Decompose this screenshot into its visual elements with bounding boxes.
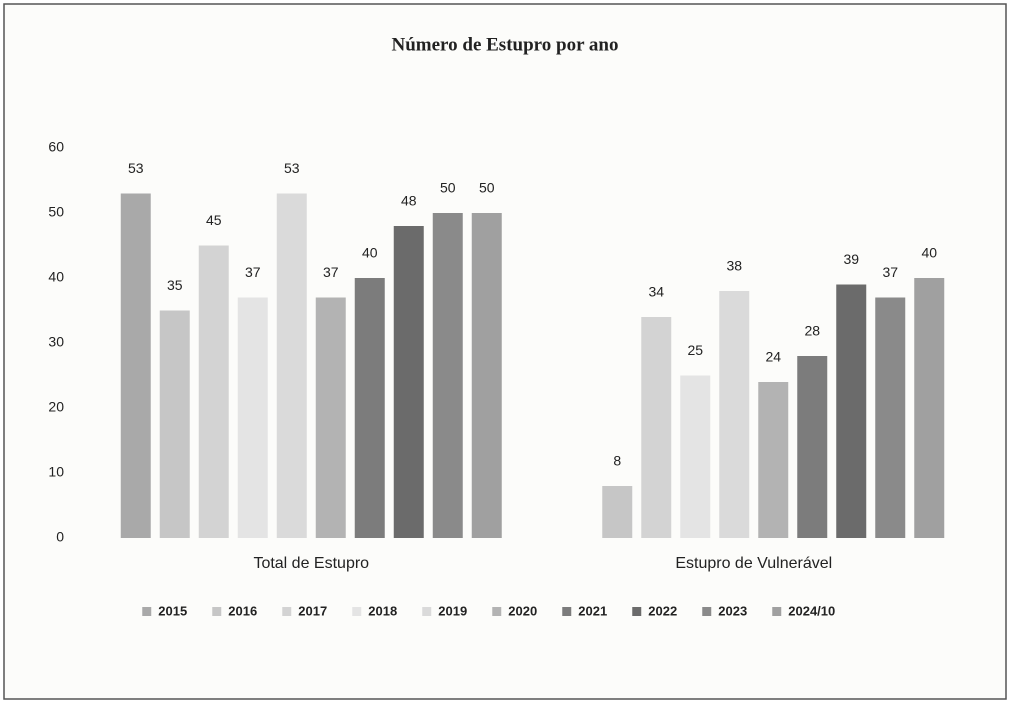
legend-swatch <box>352 607 362 616</box>
y-tick-label: 40 <box>48 269 64 285</box>
bar <box>315 297 346 538</box>
bar <box>602 486 633 538</box>
bar <box>120 193 151 538</box>
bar <box>719 291 750 538</box>
bar <box>198 245 229 538</box>
data-label: 45 <box>206 212 222 228</box>
data-label: 53 <box>128 160 144 176</box>
legend-label: 2018 <box>368 603 397 618</box>
bar <box>237 297 268 538</box>
bar <box>641 317 672 538</box>
data-label: 39 <box>843 251 859 267</box>
legend-swatch <box>282 607 292 616</box>
data-label: 50 <box>479 180 495 196</box>
data-label: 8 <box>613 453 621 469</box>
data-label: 38 <box>726 258 742 274</box>
legend-label: 2017 <box>298 603 327 618</box>
legend-swatch <box>212 607 222 616</box>
legend-label: 2022 <box>648 603 677 618</box>
data-label: 24 <box>765 349 781 365</box>
y-tick-label: 10 <box>48 464 64 480</box>
y-tick-label: 60 <box>48 139 64 155</box>
data-label: 34 <box>648 284 664 300</box>
y-tick-label: 30 <box>48 334 64 350</box>
legend-swatch <box>702 607 712 616</box>
bar <box>836 284 867 538</box>
legend-swatch <box>632 607 642 616</box>
y-tick-label: 20 <box>48 399 64 415</box>
bar <box>797 356 828 538</box>
bar <box>758 382 789 538</box>
legend-swatch <box>562 607 572 616</box>
data-label: 25 <box>687 342 703 358</box>
data-label: 50 <box>440 180 456 196</box>
x-tick-label: Total de Estupro <box>253 555 369 572</box>
legend-swatch <box>142 607 152 616</box>
data-label: 37 <box>245 264 261 280</box>
legend-label: 2024/10 <box>788 603 835 618</box>
legend-label: 2020 <box>508 603 537 618</box>
data-label: 48 <box>401 193 417 209</box>
bar <box>471 213 502 538</box>
bar <box>393 226 424 538</box>
bar <box>354 278 385 538</box>
data-label: 28 <box>804 323 820 339</box>
data-label: 40 <box>921 245 937 261</box>
bar <box>875 297 906 538</box>
data-label: 37 <box>323 264 339 280</box>
legend-label: 2015 <box>158 603 187 618</box>
y-tick-label: 0 <box>56 529 64 545</box>
data-label: 53 <box>284 160 300 176</box>
data-label: 40 <box>362 245 378 261</box>
legend-swatch <box>772 607 782 616</box>
bar <box>432 213 463 538</box>
legend-label: 2023 <box>718 603 747 618</box>
legend-label: 2019 <box>438 603 467 618</box>
legend-swatch <box>422 607 432 616</box>
bar <box>680 375 711 538</box>
x-tick-label: Estupro de Vulnerável <box>675 555 832 572</box>
y-tick-label: 50 <box>48 204 64 220</box>
bar <box>276 193 307 538</box>
legend-swatch <box>492 607 502 616</box>
legend-label: 2021 <box>578 603 607 618</box>
data-label: 35 <box>167 277 183 293</box>
bar <box>159 310 190 538</box>
bar <box>914 278 945 538</box>
chart-title: Número de Estupro por ano <box>392 34 619 55</box>
legend-label: 2016 <box>228 603 257 618</box>
data-label: 37 <box>882 264 898 280</box>
